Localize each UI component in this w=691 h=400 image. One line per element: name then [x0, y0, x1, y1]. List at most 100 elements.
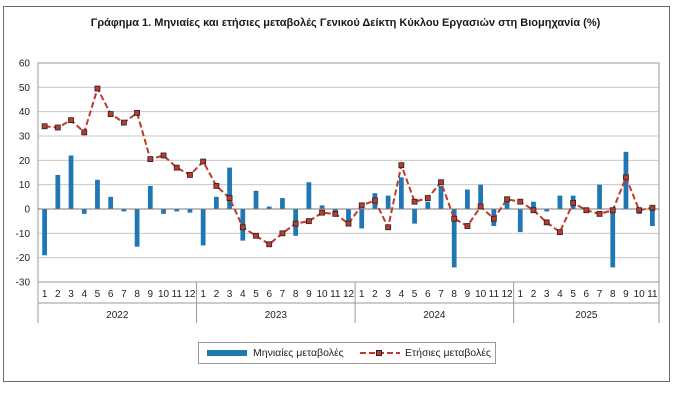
bar-monthly: [306, 182, 312, 209]
x-tick-label: 7: [121, 289, 127, 300]
x-tick-label: 7: [280, 289, 286, 300]
line-marker: [636, 207, 643, 214]
x-tick-label: 5: [95, 289, 101, 300]
line-marker: [570, 200, 577, 206]
y-tick-label: 20: [19, 156, 31, 167]
bar-monthly: [544, 209, 550, 212]
x-tick-label: 3: [227, 289, 233, 300]
bar-monthly: [385, 195, 391, 209]
line-marker: [358, 202, 365, 209]
x-tick-label: 10: [317, 289, 329, 300]
x-tick-label: 4: [399, 289, 405, 300]
bar-monthly: [134, 209, 140, 247]
bar-monthly: [412, 209, 417, 224]
bar-monthly: [174, 209, 180, 212]
line-marker: [385, 224, 392, 231]
x-tick-label: 12: [343, 289, 355, 300]
line-marker: [490, 215, 497, 222]
line-marker: [623, 174, 629, 181]
line-marker: [213, 182, 220, 189]
x-tick-label: 3: [544, 289, 550, 300]
x-tick-label: 6: [266, 289, 272, 300]
legend-label-yearly: Ετήσιες μεταβολές: [405, 347, 491, 359]
x-tick-label: 6: [425, 289, 431, 300]
bar-monthly: [213, 196, 219, 209]
bar-monthly: [227, 167, 232, 209]
y-tick-label: 50: [19, 83, 31, 94]
line-marker: [173, 164, 180, 171]
x-tick-label: 12: [501, 289, 513, 300]
line-marker: [451, 215, 458, 222]
line-marker: [477, 203, 484, 210]
line-marker: [372, 197, 378, 204]
line-marker: [438, 179, 444, 186]
x-tick-label: 10: [634, 289, 646, 300]
line-marker: [424, 195, 431, 201]
x-tick-label: 3: [385, 289, 391, 300]
line-marker: [596, 210, 603, 217]
line-marker: [504, 196, 510, 203]
year-label: 2022: [106, 310, 129, 321]
bar-monthly: [557, 195, 563, 209]
line-marker: [134, 109, 140, 116]
x-tick-label: 4: [557, 289, 563, 300]
x-tick-label: 2: [372, 289, 378, 300]
line-marker: [94, 85, 101, 92]
x-tick-label: 2: [531, 289, 537, 300]
bar-monthly: [147, 185, 153, 209]
x-tick-label: 11: [330, 289, 341, 300]
bar-monthly: [623, 151, 629, 209]
legend-label-monthly: Μηνιαίες μεταβολές: [253, 347, 344, 359]
year-label: 2024: [423, 310, 446, 321]
bar-monthly: [438, 185, 444, 209]
x-tick-label: 1: [42, 289, 48, 300]
bar-monthly: [398, 177, 404, 209]
line-marker: [398, 162, 405, 169]
bar-monthly: [650, 209, 655, 227]
line-marker: [345, 220, 352, 227]
bar-monthly: [42, 209, 47, 256]
bar-monthly: [346, 209, 351, 227]
x-tick-label: 9: [306, 289, 312, 300]
x-tick-label: 2: [214, 289, 220, 300]
bar-monthly: [610, 209, 616, 268]
x-tick-label: 8: [293, 289, 299, 300]
x-tick-label: 12: [184, 289, 196, 300]
x-tick-label: 4: [240, 289, 246, 300]
bar-monthly: [55, 174, 61, 209]
bar-monthly: [187, 209, 193, 213]
bar-monthly: [280, 198, 285, 209]
line-marker: [266, 241, 273, 248]
bar-monthly: [531, 201, 536, 209]
line-marker: [411, 198, 418, 205]
x-tick-label: 5: [253, 289, 259, 300]
year-label: 2025: [575, 310, 598, 321]
bar-monthly: [81, 209, 87, 214]
bar-monthly: [597, 184, 602, 209]
x-tick-label: 6: [108, 289, 114, 300]
bar-monthly: [68, 155, 74, 209]
line-marker: [543, 219, 550, 226]
line-marker: [253, 232, 259, 239]
bar-monthly: [266, 206, 272, 209]
line-marker: [107, 111, 114, 117]
line-marker: [464, 223, 471, 229]
y-tick-label: -10: [16, 229, 31, 240]
legend-bar-swatch: [207, 350, 247, 357]
line-marker: [68, 117, 74, 124]
bar-monthly: [478, 184, 484, 209]
bar-monthly: [253, 190, 259, 209]
chart-title: Γράφημα 1. Μηνιαίες και ετήσιες μεταβολέ…: [90, 17, 601, 29]
x-tick-label: 11: [172, 289, 183, 300]
line-marker: [120, 119, 127, 126]
line-yearly: [44, 85, 653, 246]
x-tick-label: 9: [623, 289, 629, 300]
line-marker: [279, 230, 286, 237]
x-tick-label: 1: [517, 289, 523, 300]
y-tick-label: 10: [19, 180, 31, 191]
x-tick-label: 11: [647, 289, 658, 300]
line-marker: [517, 198, 524, 205]
line-marker: [200, 158, 207, 165]
line-marker: [187, 172, 193, 178]
line-marker: [226, 195, 233, 201]
